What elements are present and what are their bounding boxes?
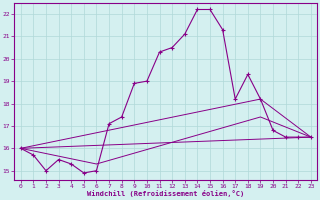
X-axis label: Windchill (Refroidissement éolien,°C): Windchill (Refroidissement éolien,°C)	[87, 190, 244, 197]
